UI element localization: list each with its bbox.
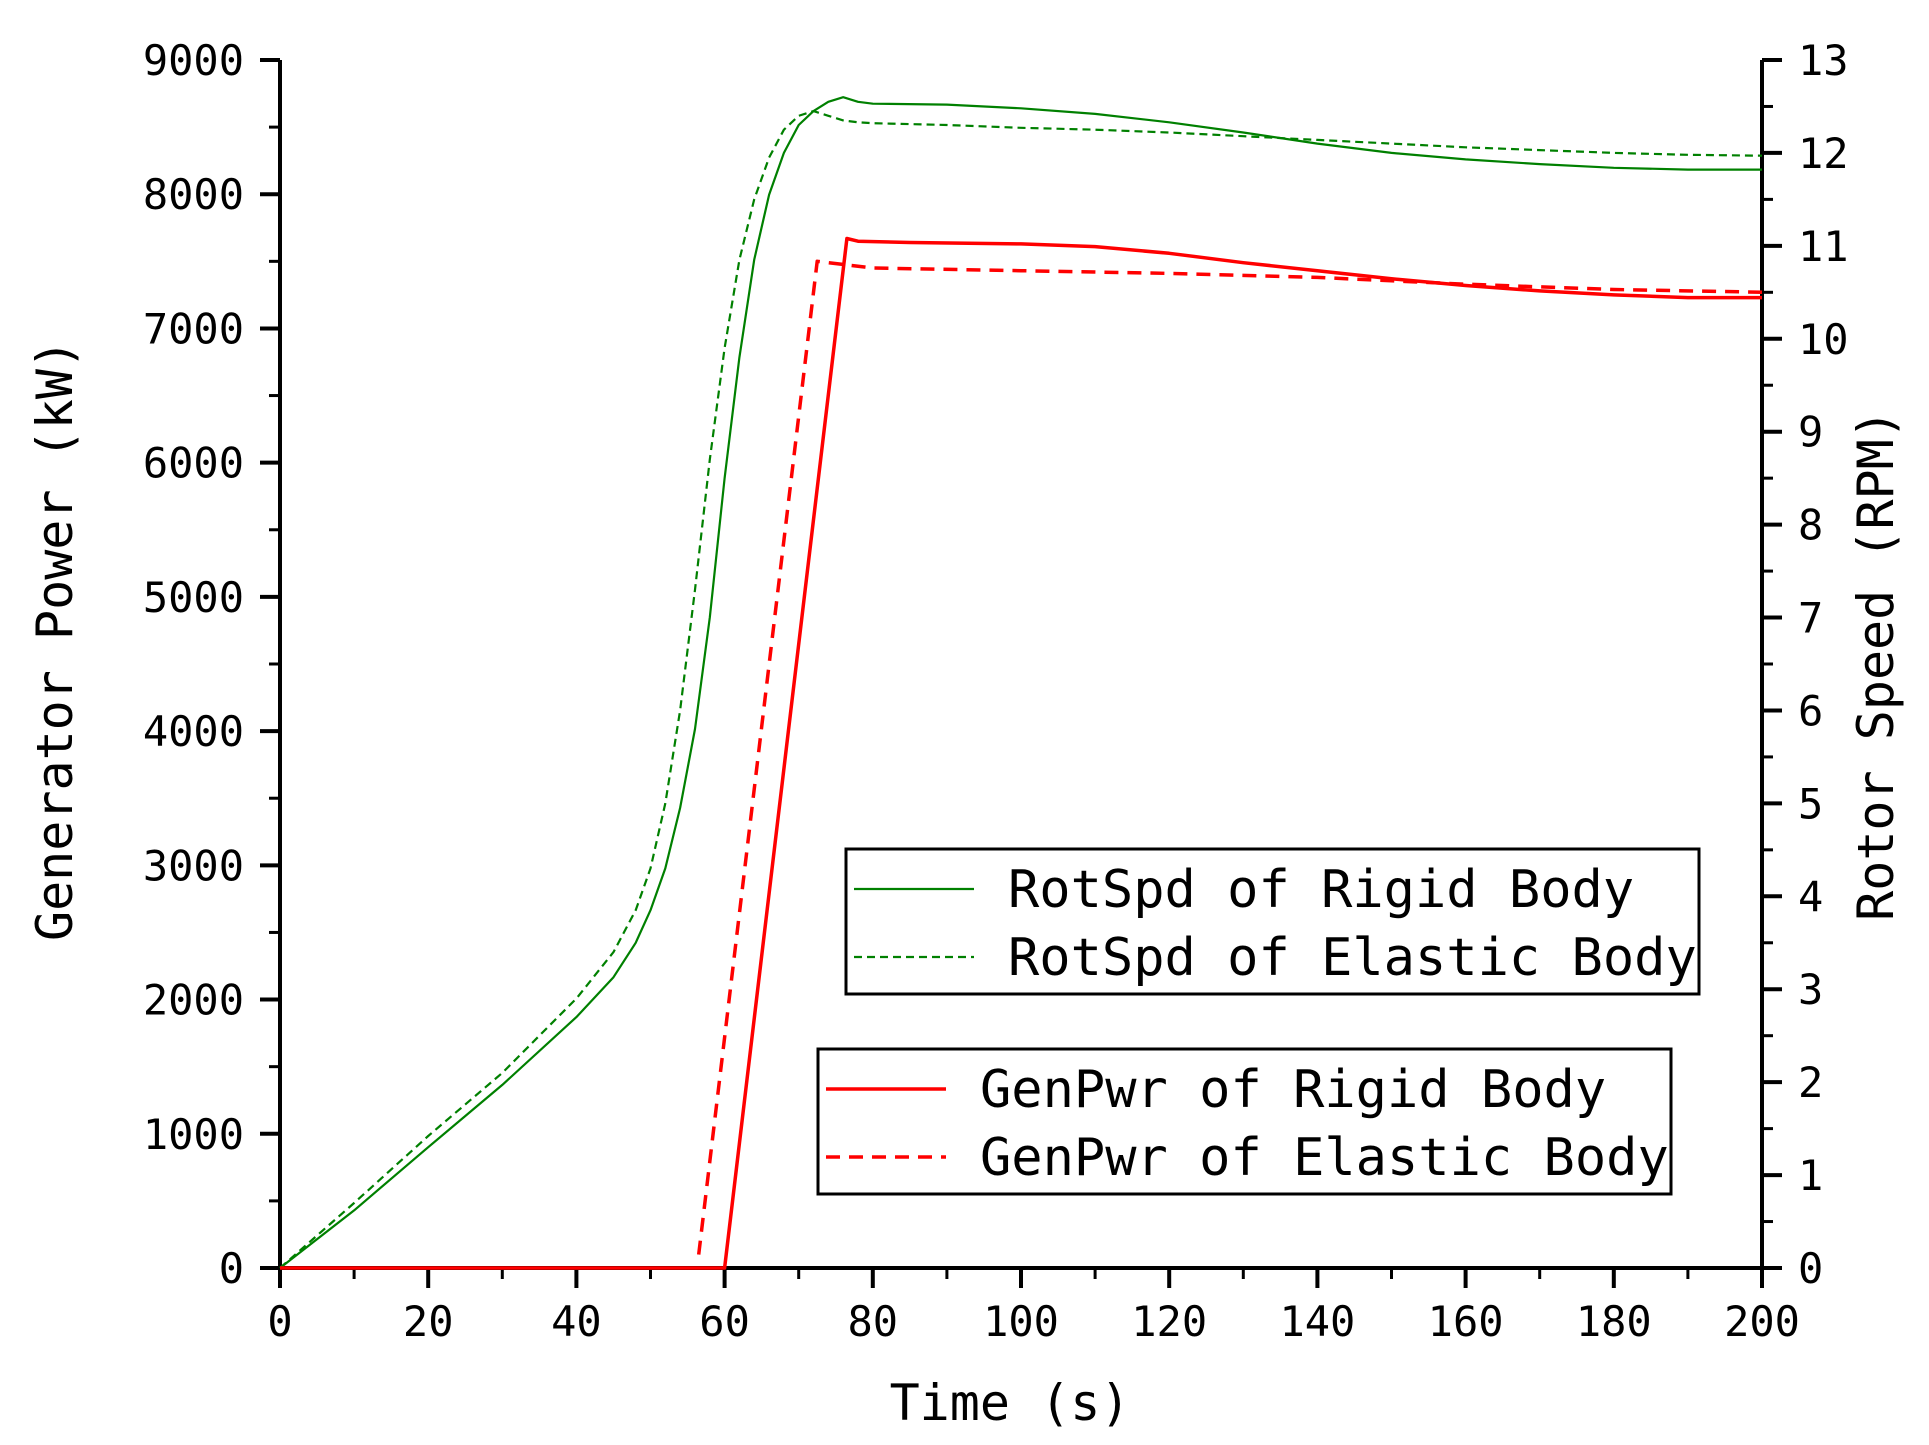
left-y-tick-label: 4000 [143,707,244,756]
left-y-tick-label: 7000 [143,304,244,353]
right-y-tick-label: 2 [1798,1058,1823,1107]
x-tick-label: 200 [1724,1297,1800,1346]
right-y-tick-label: 13 [1798,36,1849,85]
x-tick-label: 100 [983,1297,1059,1346]
right-y-tick-label: 10 [1798,315,1849,364]
x-tick-label: 140 [1279,1297,1355,1346]
right-y-tick-label: 12 [1798,129,1849,178]
left-y-tick-label: 0 [219,1244,244,1293]
left-y-tick-label: 2000 [143,976,244,1025]
legend-label: RotSpd of Elastic Body [1008,928,1697,988]
left-y-tick-label: 5000 [143,573,244,622]
series-layer [279,96,1763,1270]
x-tick-label: 160 [1428,1297,1504,1346]
legend-label: GenPwr of Elastic Body [980,1128,1669,1188]
right-y-tick-label: 0 [1798,1244,1823,1293]
axes-layer: 0 20 40 60 80 100 120 140 160 180 2000100020003000… [143,36,1849,1346]
right-y-tick-label: 1 [1798,1151,1823,1200]
legend-box [816,1047,1673,1196]
right-y-axis-title: Rotor Speed (RPM) [1847,409,1905,921]
x-tick-label: 180 [1576,1297,1652,1346]
x-tick-label: 0 [267,1297,292,1346]
right-y-tick-label: 7 [1798,594,1823,643]
x-tick-label: 20 [403,1297,454,1346]
legend-layer: RotSpd of Rigid Body RotSpd of Elastic Bo… [816,847,1701,1196]
x-axis-title: Time (s) [890,1374,1131,1432]
x-tick-label: 120 [1131,1297,1207,1346]
series-line-2 [280,236,1762,1270]
left-y-axis-title: Generator Power (kW) [26,339,84,941]
left-y-tick-label: 6000 [143,439,244,488]
series-line-3 [696,259,1763,1255]
right-y-tick-label: 11 [1798,222,1849,271]
left-y-tick-label: 9000 [143,36,244,85]
left-y-tick-label: 8000 [143,170,244,219]
left-y-tick-label: 3000 [143,841,244,890]
right-y-tick-label: 4 [1798,872,1823,921]
series-line-0 [279,96,1762,1269]
right-y-tick-label: 3 [1798,965,1823,1014]
right-y-tick-label: 9 [1798,408,1823,457]
x-tick-label: 80 [848,1297,899,1346]
left-y-tick-label: 1000 [143,1110,244,1159]
right-y-tick-label: 5 [1798,779,1823,828]
x-tick-label: 60 [699,1297,750,1346]
x-tick-label: 40 [551,1297,602,1346]
right-y-tick-label: 8 [1798,501,1823,550]
right-y-tick-label: 6 [1798,686,1823,735]
legend-label: GenPwr of Rigid Body [980,1060,1606,1120]
legend-box [844,847,1701,996]
legend-label: RotSpd of Rigid Body [1008,860,1634,920]
